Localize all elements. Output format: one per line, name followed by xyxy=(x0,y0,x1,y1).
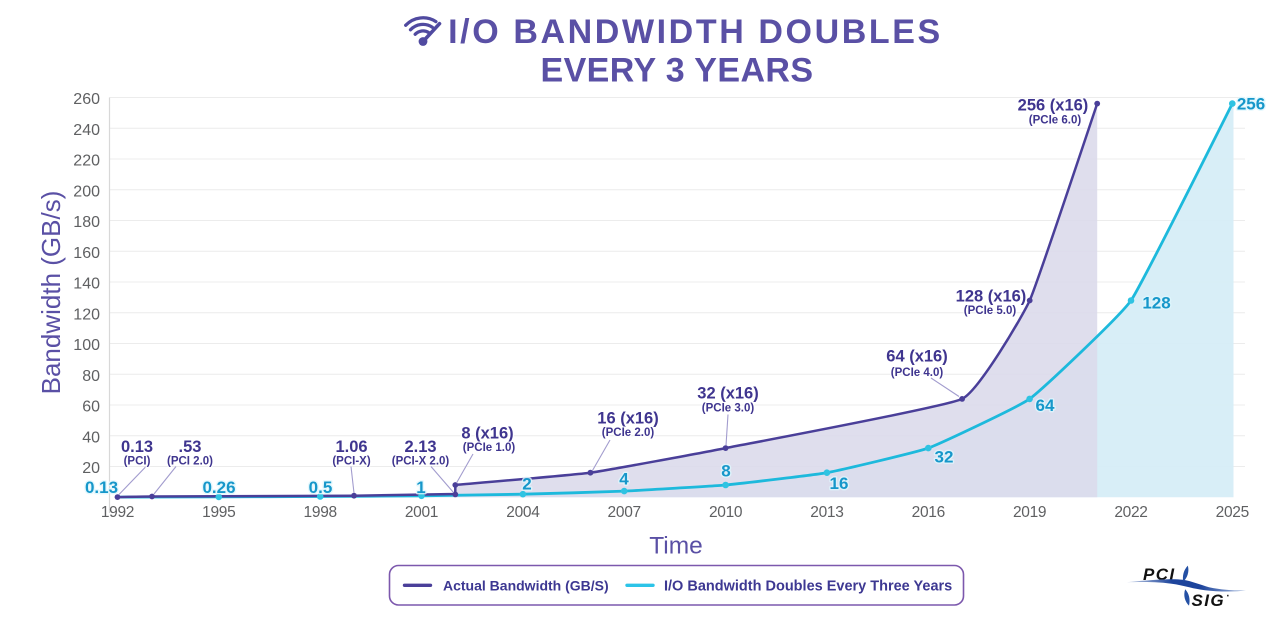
svg-text:(PCI-X): (PCI-X) xyxy=(332,456,371,468)
svg-text:(PCIe 2.0): (PCIe 2.0) xyxy=(602,427,655,439)
svg-text:(PCI): (PCI) xyxy=(124,456,151,468)
svg-text:16: 16 xyxy=(830,474,849,493)
svg-text:2013: 2013 xyxy=(810,504,843,521)
svg-text:0.5: 0.5 xyxy=(309,478,333,497)
svg-text:(PCIe 5.0): (PCIe 5.0) xyxy=(964,305,1017,317)
svg-text:1: 1 xyxy=(416,478,425,497)
svg-text:I/O BANDWIDTH DOUBLES: I/O BANDWIDTH DOUBLES xyxy=(448,13,943,51)
svg-text:(PCIe 1.0): (PCIe 1.0) xyxy=(463,442,516,454)
svg-text:1998: 1998 xyxy=(304,504,337,521)
svg-text:EVERY 3 YEARS: EVERY 3 YEARS xyxy=(541,52,814,90)
svg-text:PCI: PCI xyxy=(1143,565,1176,584)
svg-text:(PCI 2.0): (PCI 2.0) xyxy=(167,456,213,468)
svg-text:Bandwidth (GB/s): Bandwidth (GB/s) xyxy=(36,191,66,395)
svg-text:256 (x16): 256 (x16) xyxy=(1018,97,1089,115)
svg-text:240: 240 xyxy=(73,122,100,139)
svg-text:4: 4 xyxy=(619,470,629,489)
svg-text:60: 60 xyxy=(82,399,100,416)
svg-text:2.13: 2.13 xyxy=(404,438,436,456)
svg-text:100: 100 xyxy=(73,337,100,354)
svg-text:32: 32 xyxy=(935,448,954,467)
svg-text:Time: Time xyxy=(649,533,703,560)
svg-text:(PCIe 6.0): (PCIe 6.0) xyxy=(1029,115,1082,127)
svg-text:1995: 1995 xyxy=(202,504,235,521)
svg-text:260: 260 xyxy=(73,91,100,108)
svg-text:Actual Bandwidth (GB/S): Actual Bandwidth (GB/S) xyxy=(443,578,609,594)
svg-text:64 (x16): 64 (x16) xyxy=(886,348,947,366)
svg-text:SIG: SIG xyxy=(1192,591,1226,610)
svg-text:(PCI-X 2.0): (PCI-X 2.0) xyxy=(392,456,450,468)
svg-text:32 (x16): 32 (x16) xyxy=(697,385,758,403)
svg-text:16 (x16): 16 (x16) xyxy=(597,410,658,428)
svg-text:64: 64 xyxy=(1036,396,1055,415)
svg-text:1.06: 1.06 xyxy=(335,438,367,456)
svg-text:256: 256 xyxy=(1237,95,1265,114)
svg-text:0.26: 0.26 xyxy=(202,478,235,497)
svg-text:2010: 2010 xyxy=(709,504,743,521)
svg-text:220: 220 xyxy=(73,153,100,170)
svg-text:I/O Bandwidth Doubles Every Th: I/O Bandwidth Doubles Every Three Years xyxy=(664,579,952,595)
svg-text:128 (x16): 128 (x16) xyxy=(956,287,1027,305)
svg-text:2025: 2025 xyxy=(1216,504,1249,521)
svg-text:20: 20 xyxy=(82,460,100,477)
svg-text:(PCIe 3.0): (PCIe 3.0) xyxy=(702,403,755,415)
svg-text:180: 180 xyxy=(73,214,100,231)
svg-text:2: 2 xyxy=(522,475,531,494)
svg-text:8 (x16): 8 (x16) xyxy=(461,425,513,443)
svg-text:2016: 2016 xyxy=(912,504,945,521)
svg-text:140: 140 xyxy=(73,276,100,293)
svg-text:200: 200 xyxy=(73,183,100,200)
svg-text:80: 80 xyxy=(82,368,100,385)
svg-text:2022: 2022 xyxy=(1114,504,1147,521)
svg-text:0.13: 0.13 xyxy=(121,438,153,456)
svg-text:2004: 2004 xyxy=(506,504,540,521)
svg-text:40: 40 xyxy=(82,429,100,446)
svg-text:0.13: 0.13 xyxy=(85,478,118,497)
svg-text:128: 128 xyxy=(1142,294,1170,313)
svg-text:.53: .53 xyxy=(179,438,202,456)
svg-text:120: 120 xyxy=(73,306,100,323)
svg-text:(PCIe 4.0): (PCIe 4.0) xyxy=(891,367,944,379)
svg-text:2001: 2001 xyxy=(405,504,438,521)
svg-text:2007: 2007 xyxy=(608,504,641,521)
svg-text:160: 160 xyxy=(73,245,100,262)
svg-text:8: 8 xyxy=(721,462,730,481)
svg-text:2019: 2019 xyxy=(1013,504,1046,521)
svg-text:1992: 1992 xyxy=(101,504,134,521)
